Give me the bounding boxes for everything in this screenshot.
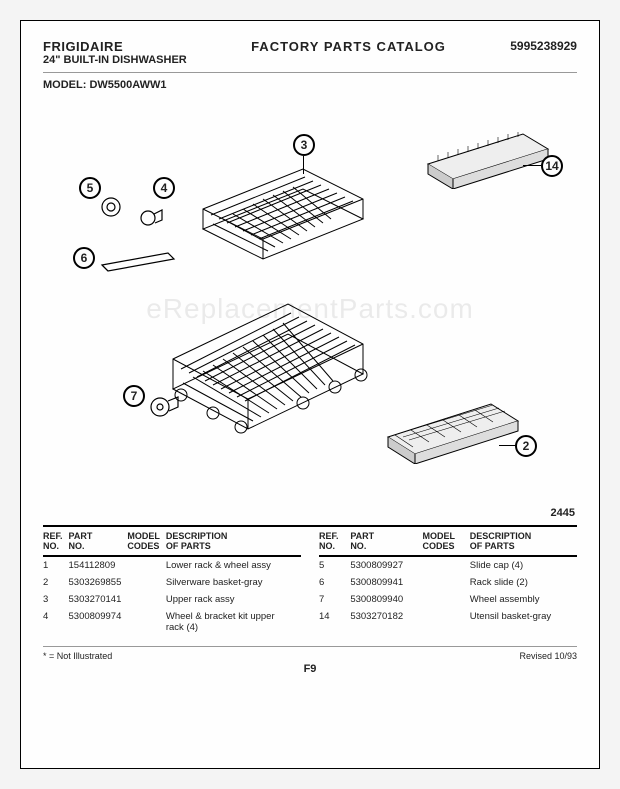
table-row: 35303270141 Upper rack assy: [43, 591, 301, 608]
col-model: MODELCODES: [423, 527, 470, 556]
catalog-title: FACTORY PARTS CATALOG: [251, 39, 446, 54]
cell-model: [127, 608, 166, 636]
cell-desc: Utensil basket-gray: [470, 608, 577, 625]
cell-model: [127, 574, 166, 591]
table-row: 55300809927 Slide cap (4): [319, 556, 577, 574]
cell-desc: Lower rack & wheel assy: [166, 556, 301, 574]
model-row: MODEL: DW5500AWW1: [43, 79, 577, 91]
cell-part: 5300809927: [350, 556, 422, 574]
callout-3: 3: [293, 134, 315, 156]
leader-line: [499, 445, 517, 446]
table-row: 145303270182 Utensil basket-gray: [319, 608, 577, 625]
table-row: 1154112809 Lower rack & wheel assy: [43, 556, 301, 574]
col-ref: REF.NO.: [319, 527, 350, 556]
cell-model: [127, 556, 166, 574]
cell-part: 154112809: [69, 556, 128, 574]
cell-desc: Wheel assembly: [470, 591, 577, 608]
cell-ref: 3: [43, 591, 69, 608]
utensil-basket-drawing-14: [423, 129, 553, 194]
footnote-row: * = Not Illustrated Revised 10/93: [43, 646, 577, 661]
brand-block: FRIGIDAIRE 24" BUILT-IN DISHWASHER: [43, 39, 187, 66]
col-desc: DESCRIPTIONOF PARTS: [166, 527, 301, 556]
model-label: MODEL:: [43, 79, 86, 91]
table-row: 25303269855 Silverware basket-gray: [43, 574, 301, 591]
cell-desc: Rack slide (2): [470, 574, 577, 591]
cell-ref: 2: [43, 574, 69, 591]
cell-desc: Wheel & bracket kit upper rack (4): [166, 608, 301, 636]
col-ref: REF.NO.: [43, 527, 69, 556]
footnote-text: * = Not Illustrated: [43, 651, 112, 661]
drawing-number: 2445: [551, 507, 575, 519]
cell-model: [423, 574, 470, 591]
cell-ref: 6: [319, 574, 350, 591]
callout-4: 4: [153, 177, 175, 199]
table-row: 75300809940 Wheel assembly: [319, 591, 577, 608]
cell-model: [423, 608, 470, 625]
cell-model: [127, 591, 166, 608]
cell-part: 5300809941: [350, 574, 422, 591]
cell-part: 5303269855: [69, 574, 128, 591]
parts-table: REF.NO. PARTNO. MODELCODES DESCRIPTIONOF…: [43, 525, 577, 636]
cell-ref: 4: [43, 608, 69, 636]
cell-desc: Slide cap (4): [470, 556, 577, 574]
wheel-bracket-drawing-4: [138, 204, 166, 233]
model-value: DW5500AWW1: [89, 79, 166, 91]
cell-part: 5300809974: [69, 608, 128, 636]
leader-line: [523, 165, 541, 166]
rack-slide-drawing-6: [98, 249, 178, 278]
leader-line: [303, 156, 304, 174]
upper-rack-drawing: [193, 159, 373, 269]
col-model: MODELCODES: [127, 527, 166, 556]
callout-14: 14: [541, 155, 563, 177]
cell-model: [423, 591, 470, 608]
table-row: 45300809974 Wheel & bracket kit upper rac…: [43, 608, 301, 636]
cell-model: [423, 556, 470, 574]
cell-ref: 14: [319, 608, 350, 625]
cell-part: 5300809940: [350, 591, 422, 608]
parts-table-left: REF.NO. PARTNO. MODELCODES DESCRIPTIONOF…: [43, 527, 301, 636]
cell-ref: 1: [43, 556, 69, 574]
cell-ref: 5: [319, 556, 350, 574]
callout-6: 6: [73, 247, 95, 269]
product-subtitle: 24" BUILT-IN DISHWASHER: [43, 54, 187, 66]
parts-table-right: REF.NO. PARTNO. MODELCODES DESCRIPTIONOF…: [319, 527, 577, 636]
slide-cap-drawing-5: [98, 194, 124, 225]
parts-catalog-page: FRIGIDAIRE 24" BUILT-IN DISHWASHER FACTO…: [20, 20, 600, 769]
exploded-diagram: 3 5 4 6 7 14 2 2445 eReplacementParts.co…: [43, 99, 577, 519]
silverware-basket-drawing-2: [383, 399, 523, 469]
page-number: F9: [43, 663, 577, 675]
cell-part: 5303270182: [350, 608, 422, 625]
document-number: 5995238929: [510, 39, 577, 53]
col-part: PARTNO.: [69, 527, 128, 556]
cell-desc: Silverware basket-gray: [166, 574, 301, 591]
cell-part: 5303270141: [69, 591, 128, 608]
table-row: 65300809941 Rack slide (2): [319, 574, 577, 591]
callout-5: 5: [79, 177, 101, 199]
callout-2: 2: [515, 435, 537, 457]
col-desc: DESCRIPTIONOF PARTS: [470, 527, 577, 556]
brand-name: FRIGIDAIRE: [43, 39, 187, 54]
wheel-assembly-drawing-7: [148, 389, 182, 424]
revised-text: Revised 10/93: [519, 651, 577, 661]
cell-ref: 7: [319, 591, 350, 608]
callout-7: 7: [123, 385, 145, 407]
page-header: FRIGIDAIRE 24" BUILT-IN DISHWASHER FACTO…: [43, 39, 577, 73]
lower-rack-drawing: [163, 299, 373, 439]
cell-desc: Upper rack assy: [166, 591, 301, 608]
col-part: PARTNO.: [350, 527, 422, 556]
